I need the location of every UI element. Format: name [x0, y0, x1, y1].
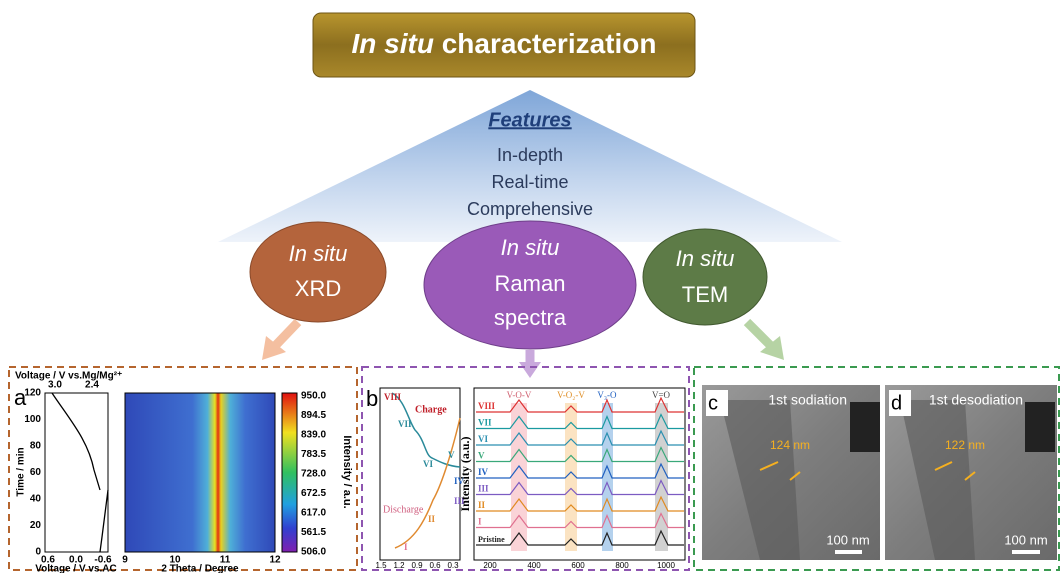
measure-label: 122 nm: [945, 438, 985, 452]
caption: 1st desodiation: [929, 392, 1023, 408]
peak-label: V₃-O: [597, 390, 617, 400]
axis-title: Voltage / V vs.Mg/Mg²⁺: [15, 371, 122, 382]
xrd-node: [250, 222, 386, 322]
tem-node: [643, 229, 767, 325]
tick-label: 12: [269, 555, 281, 566]
stage-label: II: [428, 514, 436, 524]
tick-label: 617.0: [301, 508, 326, 519]
axis-title: Intensity (a.u.): [458, 436, 472, 511]
axis-title: Intensity / a.u.: [341, 435, 353, 508]
tick-label: 3.0: [48, 380, 62, 391]
tick-label: 20: [30, 520, 42, 531]
colorbar: [282, 393, 297, 552]
tick-label: 9: [122, 555, 128, 566]
curve-label: IV: [478, 467, 489, 477]
scale-label: 100 nm: [826, 532, 869, 547]
tick-label: 800: [615, 561, 629, 570]
title-rest: characterization: [442, 28, 657, 59]
title: In situ characterization: [352, 28, 657, 59]
tick-label: 0.3: [447, 561, 459, 570]
tick-label: 1.2: [393, 561, 405, 570]
page: {"header":{"title_italic":"In situ","tit…: [0, 0, 1061, 573]
raman-plot: [474, 388, 685, 560]
panel-label: b: [366, 386, 378, 411]
feature-item: Comprehensive: [467, 199, 593, 219]
heatmap: [125, 393, 275, 552]
tick-label: 1000: [657, 561, 675, 570]
curve-label: II: [478, 500, 486, 510]
annotation: Charge: [415, 404, 447, 415]
node-label: Raman: [495, 271, 566, 296]
tick-label: 783.5: [301, 449, 326, 460]
tick-label: 506.0: [301, 547, 326, 558]
annotation: Discharge: [383, 504, 424, 515]
stage-label: VII: [398, 419, 412, 429]
tick-label: 894.5: [301, 410, 326, 421]
curve-label: VII: [478, 418, 492, 428]
scale-label: 100 nm: [1004, 532, 1047, 547]
diffraction-inset: [1025, 402, 1055, 452]
node-italic: In situ: [676, 246, 735, 271]
tick-label: 400: [527, 561, 541, 570]
tick-label: 0.9: [411, 561, 423, 570]
tick-label: 950.0: [301, 391, 326, 402]
node-label: spectra: [494, 305, 567, 330]
figure: In situ characterization Features In-dep…: [0, 0, 1061, 573]
curve-label: Pristine: [478, 535, 505, 544]
curve-label: III: [478, 484, 489, 494]
curve-label: VIII: [478, 401, 496, 411]
node-label: XRD: [295, 276, 341, 301]
curve-label: VI: [478, 434, 488, 444]
diffraction-inset: [850, 402, 880, 452]
panel-label: c: [708, 392, 718, 414]
tick-label: 0.6: [429, 561, 441, 570]
measure-label: 124 nm: [770, 438, 810, 452]
tick-label: 80: [30, 441, 42, 452]
tick-label: 100: [24, 414, 41, 425]
caption: 1st sodiation: [768, 392, 847, 408]
axis-title: 2 Theta / Degree: [161, 564, 239, 573]
tick-label: 2.4: [85, 380, 99, 391]
stage-label: I: [404, 542, 408, 552]
tick-label: 40: [30, 494, 42, 505]
feature-item: In-depth: [497, 145, 563, 165]
tick-label: 120: [24, 388, 41, 399]
peak-label: V-O₂-V: [557, 390, 585, 400]
tick-label: 672.5: [301, 488, 326, 499]
tick-label: 728.0: [301, 469, 326, 480]
feature-item: Real-time: [491, 172, 568, 192]
peak-label: V-O-V: [507, 390, 532, 400]
tick-label: 561.5: [301, 527, 326, 538]
tick-label: 200: [483, 561, 497, 570]
stage-label: VI: [423, 459, 433, 469]
curve-label: I: [478, 517, 482, 527]
panel-label: d: [891, 392, 902, 414]
node-italic: In situ: [289, 241, 348, 266]
stage-label: V: [448, 450, 455, 460]
features-heading: Features: [488, 109, 571, 131]
node-italic: In situ: [501, 235, 560, 260]
voltage-plot: [45, 393, 108, 552]
tick-label: 839.0: [301, 430, 326, 441]
axis-title: Time / min: [16, 447, 27, 496]
node-label: TEM: [682, 282, 728, 307]
tick-label: 60: [30, 467, 42, 478]
tick-label: 1.5: [375, 561, 387, 570]
curve-label: V: [478, 451, 485, 461]
tick-label: 600: [571, 561, 585, 570]
axis-title: Voltage / V vs.AC: [35, 564, 117, 573]
title-italic: In situ: [352, 28, 434, 59]
stage-label: VIII: [384, 392, 402, 402]
